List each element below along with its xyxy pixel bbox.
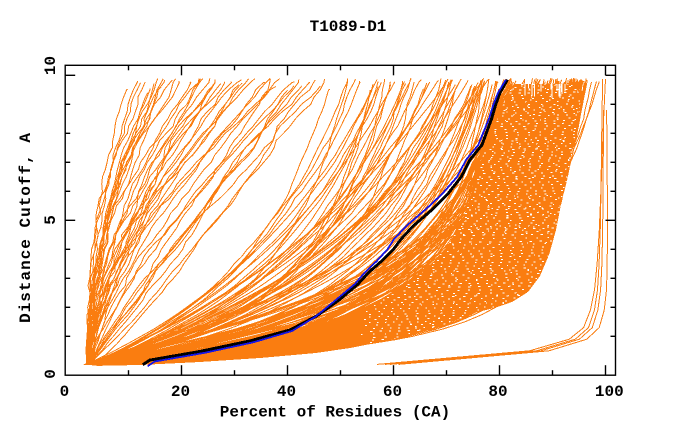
svg-text:T1089-D1: T1089-D1 (310, 18, 387, 36)
svg-text:60: 60 (383, 383, 402, 401)
svg-text:20: 20 (171, 383, 190, 401)
svg-text:10: 10 (42, 56, 60, 75)
svg-text:Distance Cutoff, A: Distance Cutoff, A (17, 132, 35, 323)
svg-text:40: 40 (277, 383, 296, 401)
svg-text:5: 5 (42, 215, 60, 225)
svg-text:0: 0 (60, 383, 70, 401)
svg-text:Percent of Residues (CA): Percent of Residues (CA) (220, 404, 450, 422)
svg-text:100: 100 (595, 383, 624, 401)
svg-text:80: 80 (488, 383, 507, 401)
svg-text:0: 0 (42, 369, 60, 379)
